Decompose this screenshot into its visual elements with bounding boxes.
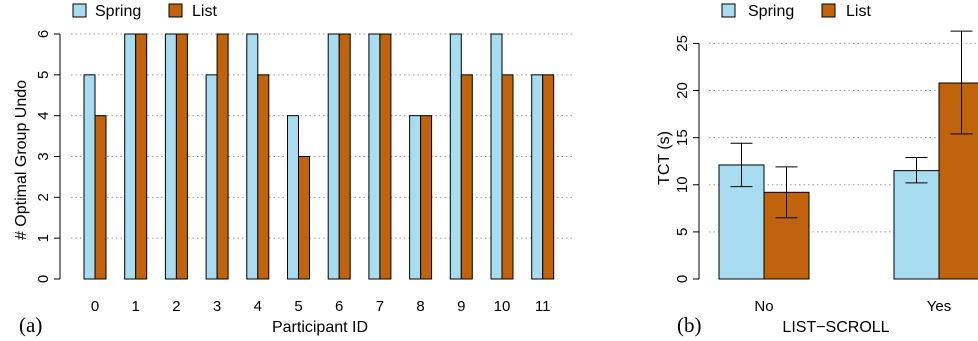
bar-list-4 [257, 74, 270, 280]
y-tick-label: 3 [35, 152, 52, 160]
x-tick-label: 11 [535, 298, 551, 315]
legend-label-spring: Spring [748, 3, 794, 20]
bar-list-0 [94, 115, 107, 280]
x-tick-label: 9 [457, 298, 465, 315]
bar-list-11 [542, 74, 555, 280]
bar-spring-7 [368, 33, 381, 280]
chart-b-y-axis: 0 5 10 15 20 25 [674, 35, 700, 283]
chart-b-error-bars [730, 30, 973, 219]
chart-a-y-axis: 0 1 2 3 4 5 6 [35, 30, 61, 283]
x-tick-label: Yes [927, 298, 951, 315]
bar-spring-5 [287, 115, 299, 280]
y-tick-label: 25 [674, 35, 691, 52]
bar-list-9 [460, 74, 473, 280]
y-tick-label: 10 [674, 176, 691, 193]
y-tick-label: 15 [674, 129, 691, 146]
y-tick-label: 20 [674, 82, 691, 99]
legend-swatch-spring [721, 3, 736, 18]
y-tick-label: 0 [674, 275, 691, 283]
bar-spring-6 [327, 33, 340, 280]
bar-spring-9 [449, 33, 462, 280]
bar-spring-8 [409, 115, 422, 280]
y-tick-label: 2 [35, 193, 52, 201]
chart-a-x-ticks: 0 1 2 3 4 5 6 7 8 9 10 11 [91, 298, 551, 315]
x-tick-label: 2 [172, 298, 180, 315]
chart-a-bars [83, 33, 555, 280]
y-tick-label: 0 [35, 275, 52, 283]
y-tick-label: 1 [35, 234, 52, 242]
bar-list-8 [420, 115, 433, 280]
chart-b-legend: Spring List [721, 3, 871, 20]
y-tick-label: 5 [674, 228, 691, 236]
bar-spring-1 [124, 33, 137, 280]
chart-b: 0 5 10 15 20 25 No Yes Spring List TCT (s) LIS… [656, 3, 978, 337]
x-tick-label: 4 [254, 298, 262, 315]
chart-b-x-ticks: No Yes [754, 298, 951, 315]
x-tick-label: 7 [376, 298, 384, 315]
x-tick-label: 10 [494, 298, 511, 315]
bar-list-1 [135, 33, 148, 280]
bar-spring-11 [531, 74, 544, 280]
legend-swatch-spring [72, 3, 87, 18]
chart-a-legend: Spring List [72, 3, 217, 20]
bar-spring-2 [164, 33, 177, 280]
chart-a-panel-label: (a) [19, 313, 42, 337]
x-tick-label: 3 [213, 298, 221, 315]
bar-list-5 [298, 156, 310, 280]
legend-swatch-list [168, 3, 183, 18]
x-tick-label: No [754, 298, 773, 315]
bar-spring-3 [205, 74, 218, 280]
x-tick-label: 0 [91, 298, 99, 315]
bar-list-3 [216, 33, 229, 280]
chart-a: 0 1 2 3 4 5 6 0 1 2 3 4 5 6 7 8 9 10 11 Spring List # Opt… [13, 3, 574, 337]
legend-label-spring: Spring [95, 3, 141, 20]
chart-a-grid [71, 33, 574, 239]
bar-spring-4 [246, 33, 259, 280]
x-tick-label: 6 [335, 298, 343, 315]
x-tick-label: 1 [132, 298, 140, 315]
bar-list-7 [379, 33, 392, 280]
y-tick-label: 6 [35, 30, 52, 38]
bar-list-Yes [938, 82, 978, 280]
chart-a-x-label: Participant ID [272, 319, 368, 336]
bar-spring-0 [83, 74, 96, 280]
bar-spring-Yes [893, 170, 940, 280]
bar-list-10 [501, 74, 514, 280]
legend-label-list: List [846, 3, 871, 20]
bar-list-6 [338, 33, 351, 280]
chart-b-y-label: TCT (s) [656, 131, 673, 185]
chart-b-x-label: LIST−SCROLL [782, 319, 889, 336]
legend-swatch-list [821, 3, 836, 18]
legend-label-list: List [192, 3, 217, 20]
chart-a-y-label: # Optimal Group Undo [13, 80, 30, 240]
y-tick-label: 4 [35, 111, 52, 119]
y-tick-label: 5 [35, 71, 52, 79]
bar-spring-10 [490, 33, 503, 280]
chart-b-bars [718, 82, 978, 280]
bar-list-2 [175, 33, 188, 280]
chart-b-panel-label: (b) [677, 313, 702, 337]
x-tick-label: 5 [294, 298, 302, 315]
x-tick-label: 8 [416, 298, 424, 315]
